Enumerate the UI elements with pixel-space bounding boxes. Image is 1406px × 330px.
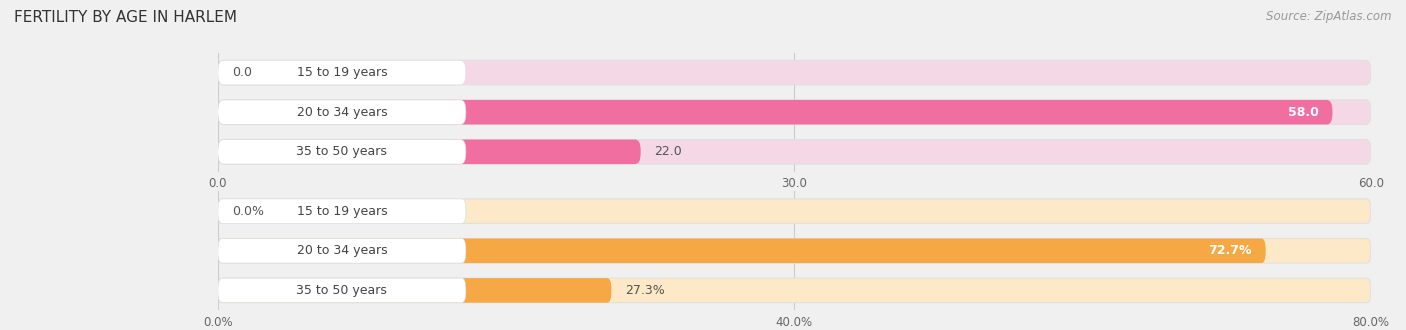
Text: 35 to 50 years: 35 to 50 years	[297, 284, 387, 297]
FancyBboxPatch shape	[218, 100, 1333, 124]
FancyBboxPatch shape	[218, 100, 465, 124]
FancyBboxPatch shape	[218, 60, 1371, 85]
Text: 15 to 19 years: 15 to 19 years	[297, 205, 387, 218]
FancyBboxPatch shape	[218, 278, 612, 303]
FancyBboxPatch shape	[218, 140, 465, 164]
FancyBboxPatch shape	[218, 60, 465, 85]
Text: 22.0: 22.0	[655, 145, 682, 158]
Text: 72.7%: 72.7%	[1208, 244, 1251, 257]
FancyBboxPatch shape	[218, 199, 465, 223]
Text: Source: ZipAtlas.com: Source: ZipAtlas.com	[1267, 10, 1392, 23]
FancyBboxPatch shape	[218, 239, 1265, 263]
FancyBboxPatch shape	[218, 239, 1371, 263]
Text: 58.0: 58.0	[1288, 106, 1319, 119]
FancyBboxPatch shape	[218, 199, 1371, 223]
Text: 0.0: 0.0	[232, 66, 252, 79]
FancyBboxPatch shape	[218, 140, 641, 164]
Text: 20 to 34 years: 20 to 34 years	[297, 244, 387, 257]
FancyBboxPatch shape	[218, 140, 1371, 164]
Text: 35 to 50 years: 35 to 50 years	[297, 145, 387, 158]
Text: 20 to 34 years: 20 to 34 years	[297, 106, 387, 119]
FancyBboxPatch shape	[218, 278, 465, 303]
FancyBboxPatch shape	[218, 278, 1371, 303]
Text: 27.3%: 27.3%	[626, 284, 665, 297]
Text: 0.0%: 0.0%	[232, 205, 264, 218]
FancyBboxPatch shape	[218, 239, 465, 263]
Text: FERTILITY BY AGE IN HARLEM: FERTILITY BY AGE IN HARLEM	[14, 10, 238, 25]
FancyBboxPatch shape	[218, 100, 1371, 124]
Text: 15 to 19 years: 15 to 19 years	[297, 66, 387, 79]
